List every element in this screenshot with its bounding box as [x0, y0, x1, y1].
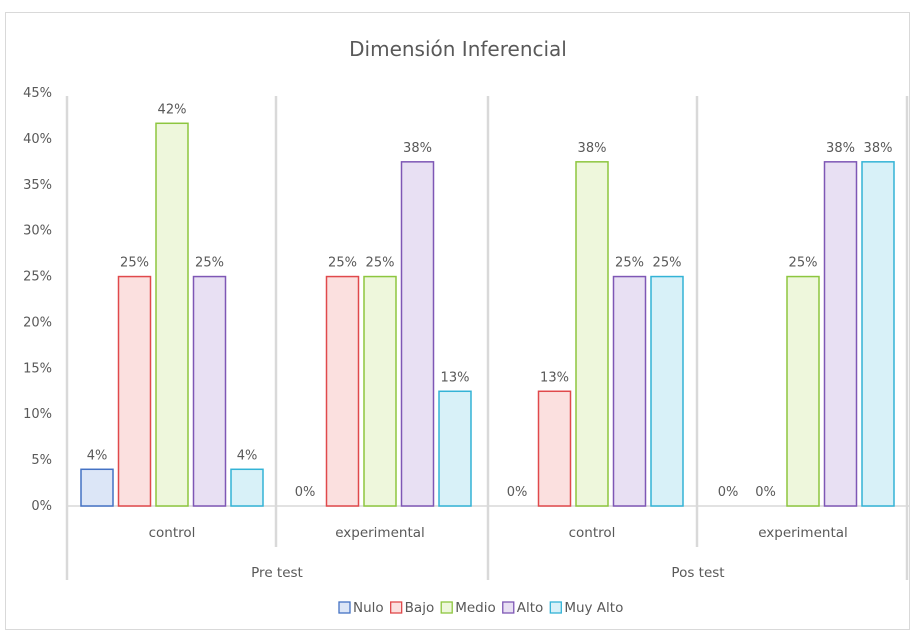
y-tick-label: 15% — [23, 361, 52, 376]
legend-label: Alto — [517, 600, 544, 616]
legend-item-nulo: Nulo — [338, 600, 384, 616]
data-label: 25% — [789, 256, 818, 271]
y-tick-label: 35% — [23, 178, 52, 193]
data-label: 25% — [195, 256, 224, 271]
bar-medio — [575, 161, 609, 507]
data-labels: 4% 0% 0% 0% 25% 25% 13% 0% 42% 25% 38% 25% 25% 38% 25%… — [87, 102, 893, 500]
data-label: 25% — [120, 256, 149, 271]
x-category-label: control — [569, 525, 616, 541]
legend-label: Muy Alto — [564, 600, 623, 616]
bars — [80, 122, 895, 507]
y-tick-label: 10% — [23, 407, 52, 422]
data-label: 38% — [578, 141, 607, 156]
bar-alto — [192, 275, 227, 507]
legend-item-alto: Alto — [502, 600, 544, 616]
bar-muy-alto — [438, 390, 472, 507]
x-group-label: Pos test — [671, 565, 724, 581]
legend-swatch — [440, 601, 453, 614]
legend-swatch — [549, 601, 562, 614]
bar-alto — [400, 161, 435, 507]
legend-item-medio: Medio — [440, 600, 496, 616]
y-tick-label: 40% — [23, 132, 52, 147]
bar-medio — [155, 122, 189, 507]
data-label: 4% — [87, 448, 108, 463]
data-label: 0% — [755, 485, 776, 500]
data-label: 25% — [653, 256, 682, 271]
y-tick-label: 45% — [23, 86, 52, 101]
legend-swatch — [390, 601, 403, 614]
bar-bajo — [325, 275, 360, 507]
data-label: 4% — [237, 448, 258, 463]
bar-muy-alto — [861, 161, 895, 507]
legend: Nulo Bajo Medio Alto Muy Alto — [338, 600, 623, 616]
x-category-label: experimental — [758, 525, 848, 541]
bar-nulo — [80, 468, 114, 507]
data-label: 13% — [441, 370, 470, 385]
y-tick-label: 0% — [31, 499, 52, 514]
data-label: 38% — [403, 141, 432, 156]
x-category-label: control — [149, 525, 196, 541]
y-tick-label: 30% — [23, 224, 52, 239]
data-label: 25% — [328, 256, 357, 271]
x-category-label: experimental — [335, 525, 425, 541]
bar-muy-alto — [230, 468, 264, 507]
y-tick-label: 25% — [23, 270, 52, 285]
bar-bajo — [537, 390, 572, 507]
legend-item-bajo: Bajo — [390, 600, 435, 616]
category-labels: control experimental control experimental Pr… — [149, 525, 848, 581]
y-tick-label: 20% — [23, 315, 52, 330]
data-label: 0% — [718, 485, 739, 500]
legend-label: Nulo — [353, 600, 384, 616]
data-label: 13% — [540, 370, 569, 385]
data-label: 38% — [826, 141, 855, 156]
bar-alto — [612, 275, 647, 507]
bar-medio — [786, 275, 820, 507]
y-axis-ticks: 0% 5% 10% 15% 20% 25% 30% 35% 40% 45% — [23, 86, 52, 514]
y-tick-label: 5% — [31, 453, 52, 468]
data-label: 25% — [615, 256, 644, 271]
chart-title: Dimensión Inferencial — [349, 37, 567, 61]
legend-label: Bajo — [405, 600, 435, 616]
data-label: 25% — [366, 256, 395, 271]
legend-item-muy-alto: Muy Alto — [549, 600, 623, 616]
bar-bajo — [117, 275, 152, 507]
legend-label: Medio — [455, 600, 496, 616]
bar-muy-alto — [650, 275, 684, 507]
bar-medio — [363, 275, 397, 507]
legend-swatch — [338, 601, 351, 614]
legend-swatch — [502, 601, 515, 614]
x-group-label: Pre test — [251, 565, 303, 581]
bar-alto — [823, 161, 858, 507]
data-label: 42% — [158, 102, 187, 117]
data-label: 0% — [507, 485, 528, 500]
data-label: 38% — [864, 141, 893, 156]
data-label: 0% — [295, 485, 316, 500]
